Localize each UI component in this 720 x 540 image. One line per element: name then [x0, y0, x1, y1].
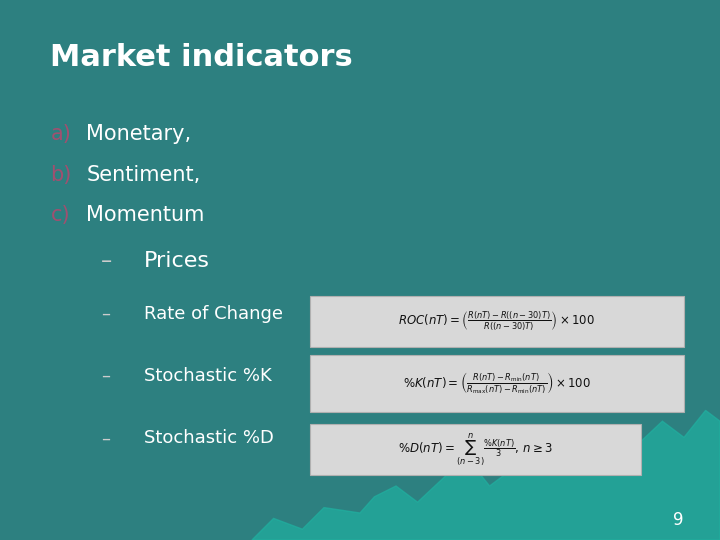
FancyBboxPatch shape	[310, 423, 641, 475]
Text: –: –	[101, 367, 110, 385]
Text: b): b)	[50, 165, 72, 185]
Text: –: –	[101, 305, 110, 323]
Text: $\%D(nT) = \sum_{(n-3)}^{n}\frac{\%K(nT)}{3},\, n\geq 3$: $\%D(nT) = \sum_{(n-3)}^{n}\frac{\%K(nT)…	[397, 431, 553, 468]
Polygon shape	[252, 410, 720, 540]
Text: 9: 9	[673, 511, 684, 529]
Text: c): c)	[50, 205, 70, 225]
Text: Sentiment,: Sentiment,	[86, 165, 201, 185]
FancyBboxPatch shape	[310, 355, 684, 412]
Text: Rate of Change: Rate of Change	[144, 305, 283, 323]
Text: Monetary,: Monetary,	[86, 124, 192, 144]
Text: Prices: Prices	[144, 251, 210, 271]
Text: Stochastic %K: Stochastic %K	[144, 367, 271, 385]
Text: –: –	[101, 429, 110, 447]
Text: –: –	[101, 251, 112, 271]
Text: Stochastic %D: Stochastic %D	[144, 429, 274, 447]
Text: $\%K(nT) = \left(\frac{R(nT)-R_{\min}(nT)}{R_{\max}(nT)-R_{\min}(nT)}\right)\tim: $\%K(nT) = \left(\frac{R(nT)-R_{\min}(nT…	[402, 370, 591, 396]
Text: $ROC(nT) = \left(\frac{R(nT)-R((n-30)T)}{R((n-30)T)}\right)\times 100$: $ROC(nT) = \left(\frac{R(nT)-R((n-30)T)}…	[398, 309, 595, 333]
Text: Momentum: Momentum	[86, 205, 204, 225]
Text: a): a)	[50, 124, 71, 144]
FancyBboxPatch shape	[310, 296, 684, 347]
Text: Market indicators: Market indicators	[50, 43, 353, 72]
